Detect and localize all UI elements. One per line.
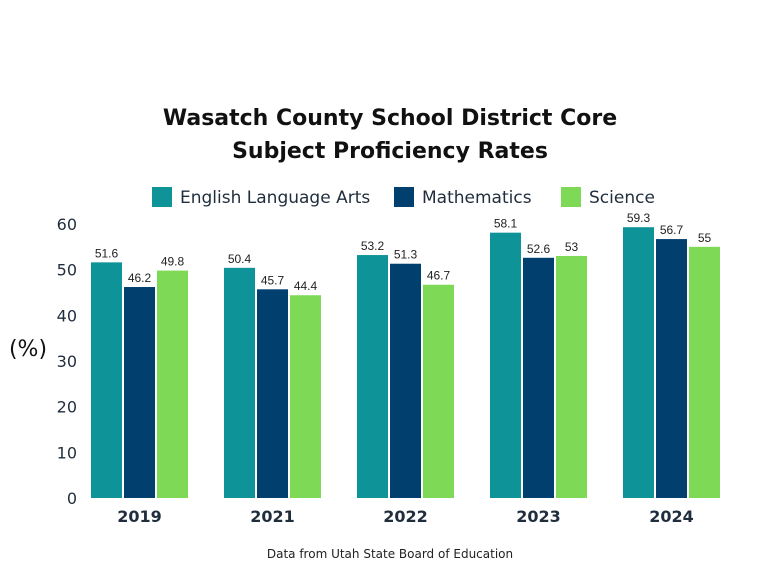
y-tick-label: 30: [57, 352, 77, 371]
value-label-ela-2021: 50.4: [228, 252, 252, 266]
bar-math-2022: [390, 263, 421, 498]
value-label-science-2024: 55: [698, 231, 712, 245]
source-note: Data from Utah State Board of Education: [267, 547, 513, 561]
value-label-science-2021: 44.4: [294, 279, 318, 293]
value-label-math-2021: 45.7: [261, 273, 285, 287]
bars: [91, 227, 720, 499]
bar-science-2019: [157, 270, 188, 498]
value-label-science-2022: 46.7: [427, 269, 451, 283]
value-label-ela-2023: 58.1: [494, 217, 518, 231]
x-category-label: 2021: [250, 507, 295, 526]
chart-title-line-2: Subject Proficiency Rates: [232, 139, 548, 164]
value-label-math-2019: 46.2: [128, 271, 152, 285]
y-tick-label: 0: [67, 489, 77, 508]
bar-science-2022: [423, 284, 454, 498]
x-category-label: 2019: [117, 507, 162, 526]
x-category-label: 2024: [649, 507, 694, 526]
legend: English Language Arts Mathematics Scienc…: [152, 187, 655, 208]
y-tick-label: 40: [57, 306, 77, 325]
x-axis-categories: 2019 2021 2022 2023 2024: [117, 507, 694, 526]
y-axis-label: (%): [9, 337, 47, 362]
legend-swatch-ela: [152, 187, 172, 207]
bar-math-2021: [257, 289, 288, 498]
bar-math-2024: [656, 239, 687, 498]
bar-science-2024: [689, 246, 720, 498]
bar-ela-2019: [91, 262, 122, 498]
value-label-math-2024: 56.7: [660, 223, 684, 237]
x-category-label: 2023: [516, 507, 561, 526]
value-label-science-2023: 53: [565, 240, 579, 254]
value-label-math-2022: 51.3: [394, 248, 418, 262]
x-category-label: 2022: [383, 507, 428, 526]
bar-ela-2022: [357, 255, 388, 498]
y-tick-label: 20: [57, 398, 77, 417]
bar-science-2023: [556, 255, 587, 498]
legend-label-ela: English Language Arts: [180, 188, 370, 208]
bar-math-2023: [523, 257, 554, 498]
value-label-ela-2019: 51.6: [95, 246, 119, 260]
bar-ela-2024: [623, 227, 654, 499]
legend-label-science: Science: [589, 188, 655, 208]
value-label-ela-2022: 53.2: [361, 239, 385, 253]
y-axis-ticks: 0 10 20 30 40 50 60: [57, 215, 77, 508]
value-label-math-2023: 52.6: [527, 242, 551, 256]
y-tick-label: 60: [57, 215, 77, 234]
y-tick-label: 50: [57, 261, 77, 280]
value-labels: 51.6 46.2 49.8 50.4 45.7 44.4 53.2 51.3 46.7 58.1…: [95, 211, 712, 293]
chart-title-line-1: Wasatch County School District Core: [163, 106, 617, 131]
value-label-science-2019: 49.8: [161, 255, 185, 269]
bar-math-2019: [124, 287, 155, 498]
legend-swatch-science: [561, 187, 581, 207]
legend-label-math: Mathematics: [422, 188, 532, 208]
bar-ela-2023: [490, 232, 521, 498]
bar-ela-2021: [224, 267, 255, 498]
value-label-ela-2024: 59.3: [627, 211, 651, 225]
legend-swatch-math: [394, 187, 414, 207]
bar-science-2021: [290, 295, 321, 498]
y-tick-label: 10: [57, 443, 77, 462]
